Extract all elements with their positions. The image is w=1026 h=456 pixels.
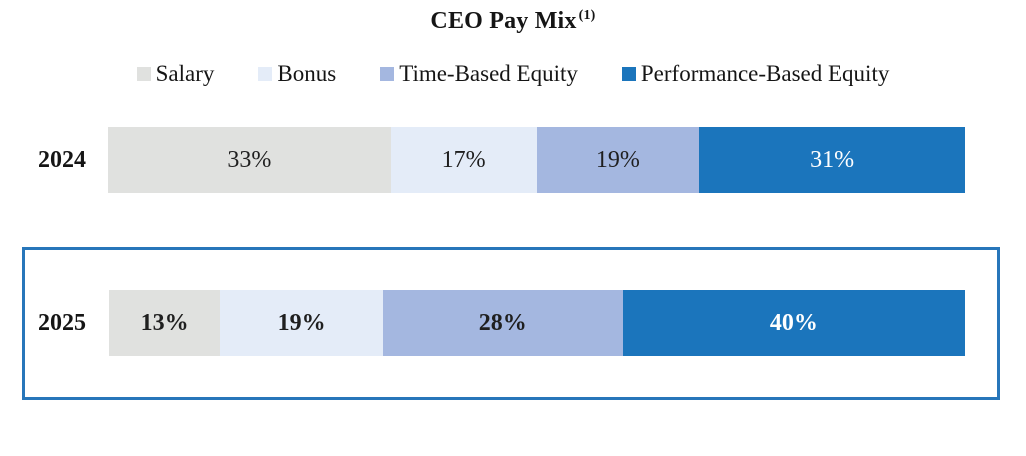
legend-item-salary: Salary — [136, 61, 215, 87]
bar-segment-label: 19% — [277, 309, 326, 336]
legend-label: Performance-Based Equity — [640, 61, 890, 86]
bar-2024: 33% 17% 19% 31% — [108, 127, 965, 193]
year-label-2025: 2025 — [38, 309, 86, 336]
highlight-box-2025 — [22, 247, 1000, 400]
year-label-2024: 2024 — [38, 146, 86, 173]
legend: Salary Bonus Time-Based Equity Performance-… — [0, 58, 1026, 90]
bar-segment-2025-bonus: 19% — [220, 290, 383, 356]
bar-2025: 13% 19% 28% 40% — [109, 290, 966, 356]
chart-title: CEO Pay Mix (1) — [0, 8, 1026, 35]
bar-segment-label: 40% — [769, 309, 818, 336]
footnote-marker: (1) — [578, 8, 596, 23]
legend-item-bonus: Bonus — [258, 61, 336, 87]
legend-item-time-based-equity: Time-Based Equity — [380, 61, 578, 87]
bar-segment-2024-performance-based-equity: 31% — [699, 127, 965, 193]
bar-segment-label: 28% — [478, 309, 527, 336]
legend-label: Salary — [155, 61, 215, 86]
bar-segment-label: 17% — [441, 146, 486, 173]
legend-label: Bonus — [277, 61, 337, 86]
bar-segment-2024-salary: 33% — [108, 127, 391, 193]
bar-segment-label: 19% — [595, 146, 640, 173]
bar-segment-2025-performance-based-equity: 40% — [622, 290, 966, 356]
legend-swatch-icon — [258, 67, 273, 81]
bar-segment-label: 33% — [227, 146, 272, 173]
bar-segment-2024-bonus: 17% — [390, 127, 537, 193]
legend-item-performance-based-equity: Performance-Based Equity — [621, 61, 890, 87]
chart-title-text: CEO Pay Mix — [430, 8, 577, 34]
bar-segment-2025-salary: 13% — [109, 290, 221, 356]
bar-segment-label: 13% — [140, 309, 189, 336]
legend-swatch-icon — [621, 67, 636, 81]
bar-segment-label: 31% — [810, 146, 855, 173]
bar-segment-2024-time-based-equity: 19% — [536, 127, 700, 193]
legend-swatch-icon — [136, 67, 151, 81]
bar-segment-2025-time-based-equity: 28% — [382, 290, 623, 356]
legend-label: Time-Based Equity — [399, 61, 578, 86]
legend-swatch-icon — [380, 67, 395, 81]
